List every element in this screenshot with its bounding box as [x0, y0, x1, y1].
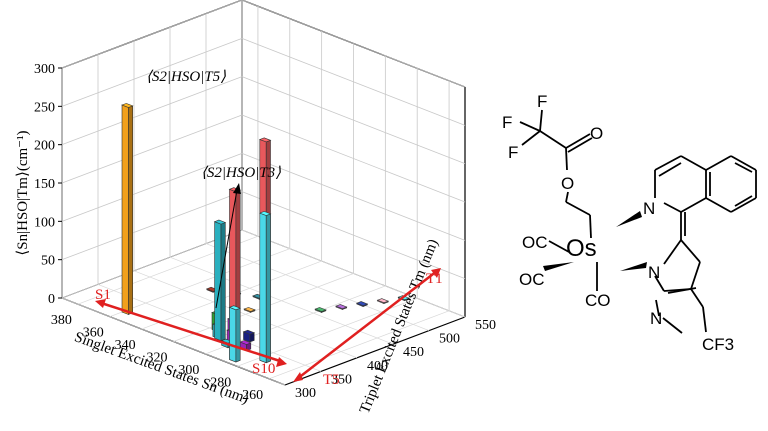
- triplet-range-arrow: [293, 268, 441, 382]
- bar-top-face: [258, 211, 272, 216]
- grid-line: [77, 235, 259, 305]
- group-cf3: CF3: [702, 335, 734, 354]
- bar-front-face: [121, 104, 129, 315]
- bar-top-face: [213, 219, 227, 225]
- grid-line: [61, 229, 243, 299]
- state-label-s1: S1: [95, 287, 111, 303]
- bar: [376, 298, 390, 305]
- wedge-bond-oc: [543, 262, 574, 271]
- z-tick-label: 250: [34, 100, 55, 115]
- x-tick-label: 260: [242, 388, 263, 403]
- bar: [242, 329, 256, 343]
- z-tick-label: 100: [34, 215, 55, 230]
- bar: [243, 307, 256, 313]
- bar-front-face: [229, 306, 237, 363]
- y-tick-label: 550: [475, 318, 496, 333]
- atom-n-isoquinoline: N: [643, 199, 655, 218]
- tick-labels: 0 50 100 150 200 250 300 380 360 340 320 300 280 260 3…: [34, 62, 496, 403]
- y-tick-label: 300: [295, 386, 316, 401]
- bar: [213, 219, 227, 342]
- bar-top-face: [242, 329, 256, 335]
- bar-top-face: [121, 103, 134, 108]
- atom-f2: F: [537, 92, 547, 111]
- grid-line: [268, 310, 450, 380]
- atom-f1: F: [502, 113, 512, 132]
- bar-top-face: [239, 340, 252, 345]
- atom-n-pyrazole-2: N: [650, 309, 662, 328]
- bar-top-face: [355, 301, 369, 306]
- bar-top-face: [228, 305, 242, 311]
- y-tick-label: 500: [439, 332, 460, 347]
- atom-o-ester: O: [561, 174, 574, 193]
- wedge-bond-pyrazole: [620, 262, 647, 271]
- bar-top-face: [376, 298, 390, 304]
- ligand-co-left: OC: [522, 233, 548, 252]
- bar-series: [121, 103, 410, 364]
- state-label-t5: T5: [323, 372, 340, 388]
- bar-side-face: [235, 307, 241, 363]
- bar: [258, 211, 272, 364]
- ligand-co-bottom-left: OC: [519, 270, 545, 289]
- grid-line: [169, 256, 394, 345]
- bar-front-face: [259, 212, 267, 364]
- atom-os: Os: [566, 235, 597, 262]
- ligand-co-bottom: CO: [585, 291, 611, 310]
- z-axis-label: ⟨Sn|HSO|Tm⟩(cm⁻¹): [15, 130, 31, 255]
- y-tick-label: 400: [367, 359, 388, 374]
- osmium-complex-structure: [519, 109, 757, 334]
- z-tick-label: 150: [34, 177, 55, 192]
- annotation-s2-t3: ⟨S2|HSO|T3⟩: [201, 165, 281, 181]
- wedge-bond-n: [616, 211, 642, 227]
- bar-side-face: [220, 222, 226, 342]
- z-tick-label: 0: [48, 292, 55, 307]
- bar: [228, 305, 242, 363]
- grid-line: [61, 191, 243, 261]
- grid-line: [61, 152, 243, 222]
- atom-n-pyrazole: N: [648, 263, 660, 282]
- bar-top-face: [243, 307, 256, 312]
- bar-top-face: [258, 137, 272, 143]
- grid-line: [133, 270, 358, 359]
- grid-line: [61, 297, 286, 386]
- grid-line: [97, 284, 322, 372]
- grid-line: [61, 76, 243, 146]
- grid-line: [61, 37, 243, 107]
- annotation-s2-t3-arrow: [215, 189, 238, 309]
- grid-line: [205, 243, 430, 331]
- annotation-s2-t5: ⟨S2|HSO|T5⟩: [146, 69, 226, 85]
- atom-f3: F: [508, 143, 518, 162]
- x-tick-label: 380: [51, 313, 72, 328]
- y-tick-label: 350: [331, 372, 352, 387]
- z-tick-label: 300: [34, 62, 55, 77]
- bar-top-face: [314, 307, 327, 312]
- y-tick-label: 450: [403, 345, 424, 360]
- bar: [121, 103, 134, 315]
- bar: [355, 301, 369, 308]
- grid-line: [61, 114, 243, 184]
- z-tick-label: 200: [34, 139, 55, 154]
- bar: [314, 307, 327, 313]
- atom-o-carbonyl: O: [590, 124, 603, 143]
- x-tick-label: 320: [147, 351, 168, 366]
- x-tick-label: 360: [83, 326, 104, 341]
- x-tick-label: 280: [210, 375, 231, 390]
- frame-edge: [284, 316, 466, 386]
- bar-top-face: [335, 304, 348, 309]
- x-tick-label: 300: [178, 363, 199, 378]
- state-label-t1: T1: [426, 271, 443, 287]
- z-tick-label: 50: [41, 254, 55, 269]
- grid-line: [241, 229, 466, 318]
- bar: [335, 304, 348, 310]
- state-label-s10: S10: [252, 361, 275, 377]
- grid-line: [61, 0, 243, 69]
- singlet-range-arrow: [95, 299, 287, 367]
- x-tick-label: 340: [115, 338, 136, 353]
- bar-side-face: [265, 213, 271, 364]
- annotation-arrowhead: [233, 183, 241, 194]
- bar-front-face: [214, 221, 222, 342]
- y-axis-label: Triplet Excited States Tm (nm): [357, 237, 442, 416]
- bar-side-face: [128, 105, 133, 315]
